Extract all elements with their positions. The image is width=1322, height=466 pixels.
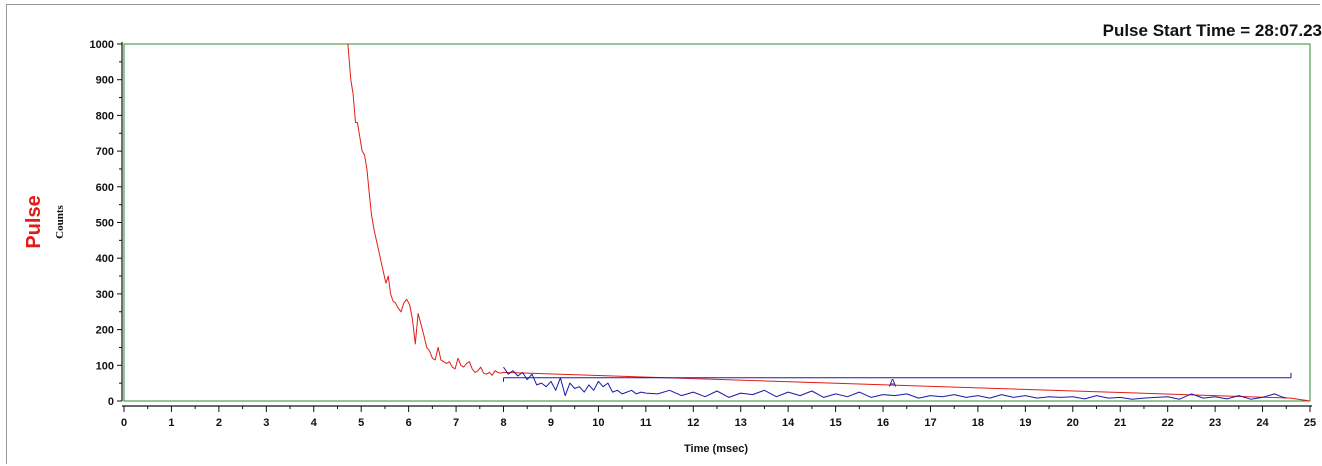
- x-tick-label: 3: [263, 417, 269, 429]
- y-tick-label: 300: [96, 289, 114, 301]
- y-axis-label: Pulse: [23, 195, 45, 248]
- x-tick-label: 10: [592, 417, 604, 429]
- fit-residual-line: [503, 366, 1287, 400]
- x-tick-label: 1: [168, 417, 174, 429]
- x-tick-label: 9: [548, 417, 554, 429]
- x-tick-label: 20: [1067, 417, 1079, 429]
- x-tick-label: 0: [121, 417, 127, 429]
- x-axis-label: Time (msec): [684, 443, 748, 455]
- x-tick-label: 21: [1114, 417, 1126, 429]
- x-tick-label: 24: [1256, 417, 1269, 429]
- y-tick-label: 900: [96, 75, 114, 87]
- chart-title: Pulse Start Time = 28:07.23: [1103, 21, 1322, 40]
- pulse-series-line: [347, 43, 1311, 402]
- x-tick-label: 17: [924, 417, 936, 429]
- x-tick-label: 13: [735, 417, 747, 429]
- y-tick-label: 500: [96, 218, 114, 230]
- x-tick-label: 6: [406, 417, 412, 429]
- y-tick-label: 600: [96, 182, 114, 194]
- annotation-marker: A: [889, 378, 897, 390]
- x-tick-label: 23: [1209, 417, 1221, 429]
- x-tick-label: 25: [1304, 417, 1316, 429]
- x-tick-label: 15: [829, 417, 841, 429]
- y-tick-label: 1000: [90, 39, 114, 51]
- x-tick-label: 12: [687, 417, 699, 429]
- y-tick-label: 200: [96, 325, 114, 337]
- y-tick-label: 400: [96, 253, 114, 265]
- y-tick-label: 100: [96, 360, 114, 372]
- plot-area-border: [123, 43, 1311, 402]
- x-tick-label: 16: [877, 417, 889, 429]
- x-tick-label: 18: [972, 417, 984, 429]
- x-tick-label: 4: [311, 417, 318, 429]
- y-tick-label: 800: [96, 110, 114, 122]
- x-tick-label: 11: [640, 417, 652, 429]
- x-tick-label: 14: [782, 417, 795, 429]
- chart-frame: [6, 4, 1320, 464]
- x-tick-label: 5: [358, 417, 364, 429]
- x-tick-label: 22: [1162, 417, 1174, 429]
- y-tick-label: 700: [96, 146, 114, 158]
- y-tick-label: 0: [108, 396, 114, 408]
- x-tick-label: 2: [216, 417, 222, 429]
- x-tick-label: 8: [500, 417, 506, 429]
- x-tick-label: 7: [453, 417, 459, 429]
- x-tick-label: 19: [1019, 417, 1031, 429]
- y-axis-unit-label: Counts: [54, 204, 66, 238]
